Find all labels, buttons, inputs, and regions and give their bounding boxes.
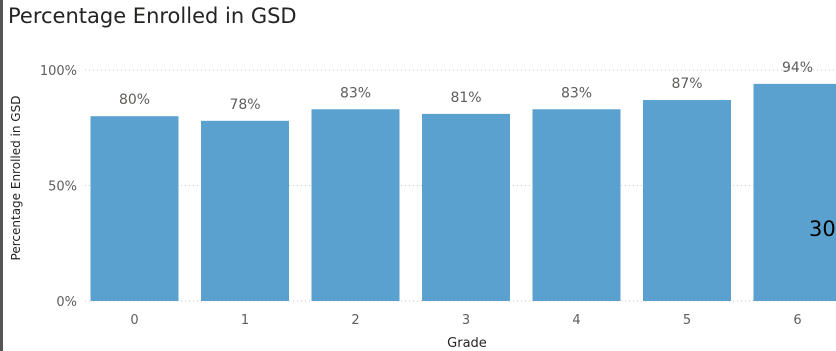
x-tick-label: 0 xyxy=(130,313,138,328)
data-label: 83% xyxy=(561,85,592,101)
chart-title: Percentage Enrolled in GSD xyxy=(8,4,297,28)
data-label: 80% xyxy=(119,92,150,108)
data-label: 78% xyxy=(229,97,260,113)
bar xyxy=(311,109,400,302)
x-axis-ticks: 0 1 2 3 4 5 6 xyxy=(130,313,801,328)
data-label: 94% xyxy=(782,60,813,76)
y-tick-label: 50% xyxy=(48,180,77,195)
data-label: 81% xyxy=(450,90,481,106)
bars xyxy=(90,83,836,302)
bar xyxy=(643,100,731,301)
x-tick-label: 1 xyxy=(241,313,249,328)
data-label: 87% xyxy=(671,76,702,92)
x-tick-label: 5 xyxy=(683,313,691,328)
data-label: 83% xyxy=(340,85,371,101)
bar xyxy=(532,109,621,302)
y-axis-ticks: 0% 50% 100% xyxy=(40,64,77,310)
x-axis-title: Grade xyxy=(447,336,487,351)
left-edge-border xyxy=(0,0,3,351)
data-labels: 80% 78% 83% 81% 83% 87% 94% xyxy=(119,60,813,113)
y-axis-title: Percentage Enrolled in GSD xyxy=(9,96,23,261)
bar xyxy=(753,83,836,301)
bar xyxy=(422,113,510,301)
x-tick-label: 6 xyxy=(793,313,801,328)
y-tick-label: 0% xyxy=(56,295,77,310)
overlay-number: 30 xyxy=(809,217,836,241)
y-tick-label: 100% xyxy=(40,64,77,79)
x-tick-label: 3 xyxy=(462,313,470,328)
bar xyxy=(201,120,289,301)
bar xyxy=(90,116,179,301)
x-tick-label: 4 xyxy=(572,313,580,328)
x-tick-label: 2 xyxy=(351,313,359,328)
